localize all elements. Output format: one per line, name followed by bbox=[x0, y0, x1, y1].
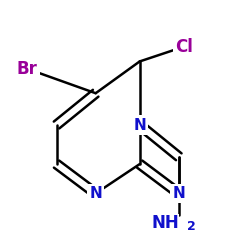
Text: 2: 2 bbox=[187, 220, 196, 233]
Text: N: N bbox=[133, 118, 146, 132]
Text: N: N bbox=[172, 186, 185, 201]
Text: N: N bbox=[89, 186, 102, 201]
Text: Cl: Cl bbox=[175, 38, 192, 56]
Text: NH: NH bbox=[151, 214, 179, 232]
Text: Br: Br bbox=[17, 60, 38, 78]
